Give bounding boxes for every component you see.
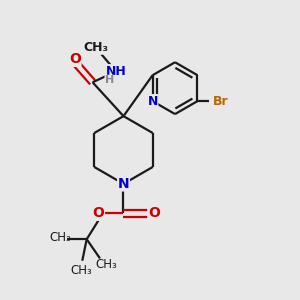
Text: CH₃: CH₃ bbox=[95, 258, 117, 271]
Text: H: H bbox=[105, 75, 114, 85]
Text: O: O bbox=[148, 206, 160, 220]
Text: N: N bbox=[118, 177, 129, 191]
Text: Br: Br bbox=[213, 94, 229, 108]
Text: O: O bbox=[69, 52, 81, 66]
Text: O: O bbox=[92, 206, 104, 220]
Text: NH: NH bbox=[106, 64, 127, 78]
Text: CH₃: CH₃ bbox=[83, 41, 108, 54]
Text: CH₃: CH₃ bbox=[70, 264, 92, 277]
Text: N: N bbox=[147, 94, 158, 108]
Text: CH₃: CH₃ bbox=[49, 231, 71, 244]
